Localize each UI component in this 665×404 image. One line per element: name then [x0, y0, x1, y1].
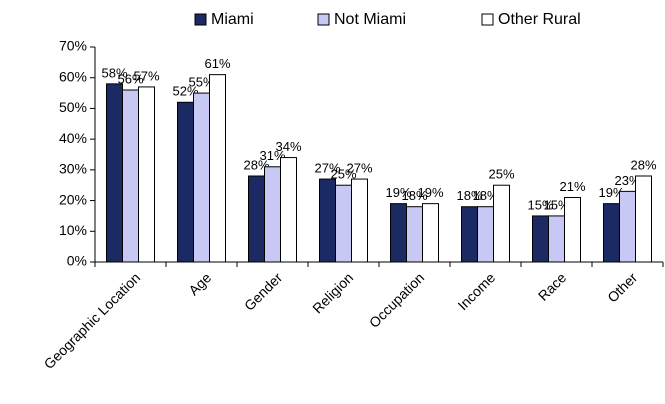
legend-swatch — [481, 13, 494, 26]
bar — [209, 74, 226, 263]
y-tick-label: 10% — [59, 222, 87, 238]
bar — [193, 92, 210, 263]
bar — [461, 206, 478, 263]
bar — [422, 203, 439, 263]
value-label: 61% — [204, 56, 230, 71]
bar — [493, 184, 510, 263]
value-label: 34% — [275, 139, 301, 154]
value-label: 15% — [543, 197, 569, 212]
value-label: 27% — [346, 161, 372, 176]
bar — [619, 190, 636, 263]
bar — [603, 203, 620, 263]
x-tick-label: Income — [454, 269, 498, 313]
bar — [122, 89, 139, 263]
legend-swatch — [194, 13, 207, 26]
bar — [280, 157, 297, 263]
bar — [351, 178, 368, 263]
legend-label: Not Miami — [334, 11, 406, 28]
legend-swatch — [317, 13, 330, 26]
value-label: 25% — [330, 167, 356, 182]
value-label: 15% — [527, 197, 553, 212]
y-tick-label: 60% — [59, 68, 87, 84]
x-tick-label: Occupation — [366, 269, 427, 330]
y-tick-label: 50% — [59, 99, 87, 115]
y-tick-label: 0% — [67, 253, 87, 269]
value-label: 56% — [117, 71, 143, 86]
bar — [319, 178, 336, 263]
bar — [532, 215, 549, 263]
value-label: 25% — [488, 167, 514, 182]
value-label: 27% — [314, 161, 340, 176]
y-tick-label: 30% — [59, 161, 87, 177]
value-label: 31% — [259, 148, 285, 163]
value-label: 55% — [188, 75, 214, 90]
y-tick-label: 40% — [59, 130, 87, 146]
value-label: 58% — [101, 65, 127, 80]
bar — [477, 206, 494, 263]
value-label: 28% — [630, 157, 656, 172]
value-label: 28% — [243, 157, 269, 172]
x-tick-label: Race — [535, 269, 570, 304]
value-label: 19% — [385, 185, 411, 200]
x-tick-label: Other — [604, 269, 640, 305]
bar — [406, 206, 423, 263]
bar — [390, 203, 407, 263]
value-label: 18% — [401, 188, 427, 203]
y-tick-label: 70% — [59, 38, 87, 54]
bar — [635, 175, 652, 263]
bar — [248, 175, 265, 263]
bar — [106, 83, 123, 263]
x-tick-label: Age — [185, 269, 214, 298]
value-label: 52% — [172, 84, 198, 99]
bar — [564, 197, 581, 263]
value-label: 18% — [472, 188, 498, 203]
bar — [548, 215, 565, 263]
x-tick-label: Geographic Location — [41, 269, 144, 372]
x-tick-label: Religion — [309, 269, 356, 316]
x-tick-label: Gender — [241, 269, 286, 314]
bar — [335, 184, 352, 263]
bar — [138, 86, 155, 263]
value-label: 57% — [133, 68, 159, 83]
value-label: 18% — [456, 188, 482, 203]
value-label: 19% — [417, 185, 443, 200]
y-tick-label: 20% — [59, 191, 87, 207]
value-label: 19% — [598, 185, 624, 200]
value-label: 21% — [559, 179, 585, 194]
legend-label: Other Rural — [498, 11, 581, 28]
legend-label: Miami — [211, 11, 254, 28]
bar — [177, 101, 194, 263]
value-label: 23% — [614, 173, 640, 188]
bar — [264, 166, 281, 263]
